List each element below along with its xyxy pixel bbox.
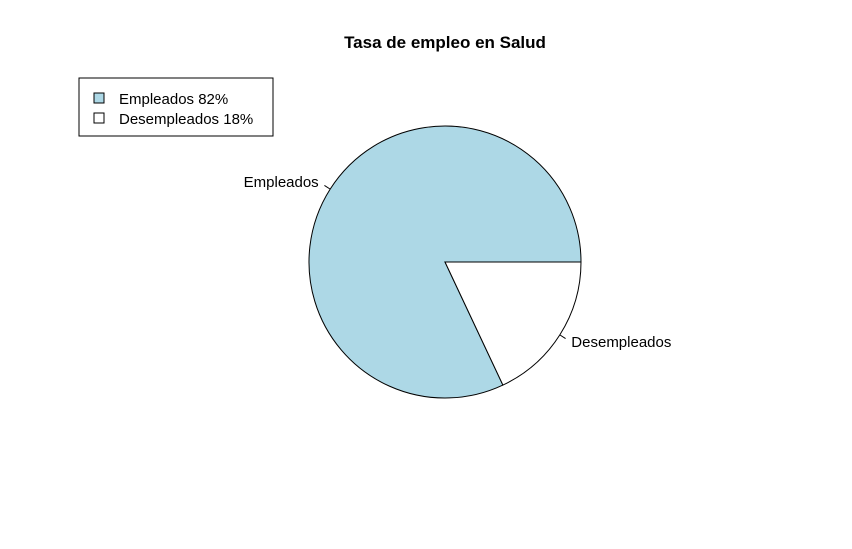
legend-swatch-empleados (93, 92, 105, 104)
slice-labels: Empleados Desempleados (244, 174, 672, 351)
pie-slice-desempleados (444, 261, 582, 386)
pie-slices (308, 125, 582, 399)
chart-title: Tasa de empleo en Salud (344, 33, 546, 52)
slice-label-tick-empleados (324, 185, 331, 190)
legend: Empleados 82% Desempleados 18% (78, 77, 274, 137)
slice-label-empleados: Empleados (244, 174, 319, 191)
legend-swatch-desempleados (93, 112, 105, 124)
slice-label-desempleados: Desempleados (571, 334, 671, 351)
slice-label-tick-desempleados (559, 334, 566, 339)
pie-slice-empleados (308, 125, 582, 399)
legend-box (78, 77, 274, 137)
legend-label-desempleados: Desempleados 18% (119, 111, 253, 128)
legend-label-empleados: Empleados 82% (119, 91, 228, 108)
